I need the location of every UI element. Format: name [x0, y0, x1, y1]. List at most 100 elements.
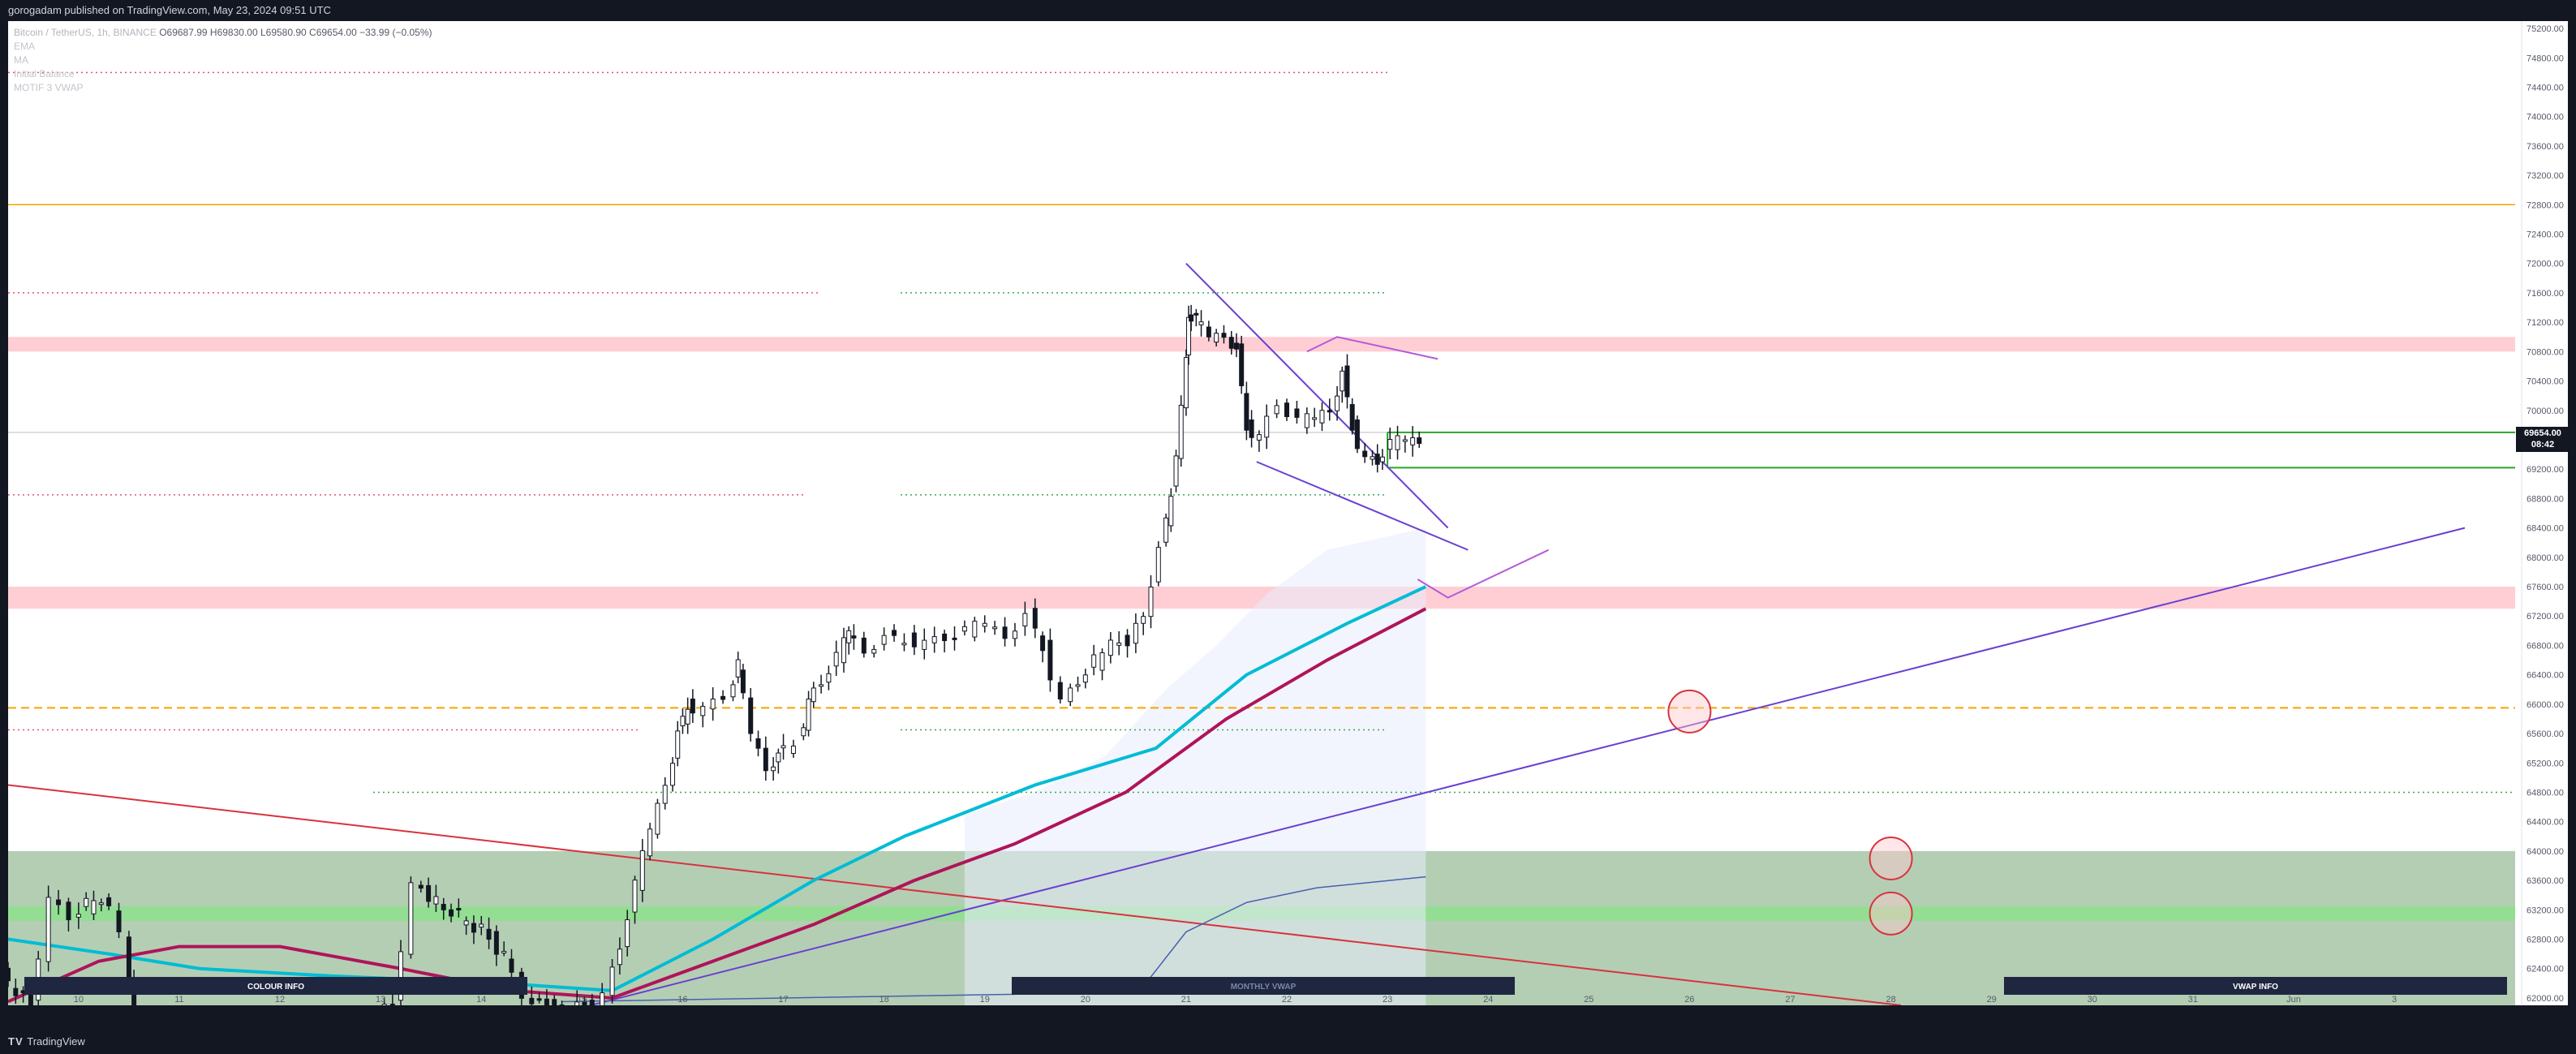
candle-body [126, 936, 131, 980]
candle-body [418, 884, 424, 889]
info-box-label-1: MONTHLY VWAP [1231, 983, 1297, 992]
price-tick-label: 65200.00 [2527, 759, 2564, 768]
candle-body [1410, 437, 1416, 445]
marker-circle-2 [1869, 891, 1913, 936]
candle-body [433, 896, 439, 905]
price-tick-label: 63200.00 [2527, 906, 2564, 915]
candle-body [1370, 456, 1375, 460]
time-tick-label: 27 [1785, 995, 1795, 1005]
candle-body [509, 958, 514, 973]
candle-body [790, 745, 796, 755]
candle-body [1264, 415, 1270, 438]
time-tick-label: 26 [1684, 995, 1694, 1005]
price-tick-label: 71600.00 [2527, 289, 2564, 299]
candle-body [1221, 333, 1227, 338]
bar-countdown: 08:42 [2531, 440, 2555, 450]
candle-body [66, 901, 71, 921]
info-box-0 [24, 977, 527, 995]
candle-body [961, 626, 967, 632]
time-tick-label: 12 [275, 995, 285, 1005]
candle-body [720, 695, 726, 700]
candle-body [806, 699, 811, 731]
candle-body [755, 738, 761, 749]
candle-body [1228, 337, 1234, 349]
candle-body [609, 966, 615, 996]
candle-body [675, 730, 681, 759]
candles [8, 304, 1422, 1005]
time-tick-label: 15 [577, 995, 587, 1005]
candle-body [1239, 343, 1245, 386]
time-tick-label: 21 [1181, 995, 1191, 1005]
chart-canvas[interactable]: COLOUR INFO MONTHLY VWAP VWAP INFO 75200.00… [8, 21, 2568, 1005]
time-tick-label: 20 [1081, 995, 1090, 1005]
candle-body [56, 899, 62, 906]
candle-body [1012, 630, 1017, 639]
candle-body [1178, 404, 1184, 459]
candle-body [1284, 402, 1290, 417]
time-tick-label: 31 [2188, 995, 2198, 1005]
candle-body [13, 987, 19, 996]
time-tick-label: 23 [1383, 995, 1392, 1005]
candle-body [1040, 635, 1046, 652]
marker-circle-0 [1667, 689, 1712, 733]
candle-body [1402, 439, 1408, 442]
candle-body [833, 652, 839, 667]
price-tick-label: 72400.00 [2527, 230, 2564, 240]
candle-body [700, 706, 706, 716]
candle-body [1047, 639, 1053, 681]
candle-body [91, 900, 97, 914]
candle-body [1274, 405, 1279, 415]
candle-body [479, 923, 484, 928]
legend-indicator-ema[interactable]: EMA [14, 41, 36, 52]
legend-indicator-vwap[interactable]: MOTIF 3 VWAP [14, 82, 84, 93]
candle-body [1294, 408, 1300, 418]
time-tick-label: 14 [476, 995, 486, 1005]
candle-body [456, 908, 462, 911]
candle-body [1148, 586, 1154, 617]
candle-body [544, 998, 549, 1005]
legend-symbol: Bitcoin / TetherUS, 1h, BINANCE [14, 27, 157, 38]
legend-ohlc: O69687.99 H69830.00 L69580.90 C69654.00 … [159, 27, 432, 38]
candle-body [574, 1001, 580, 1005]
price-tick-label: 74800.00 [2527, 54, 2564, 63]
price-tick-label: 64400.00 [2527, 818, 2564, 828]
candle-body [589, 1000, 595, 1005]
candle-body [408, 882, 414, 955]
price-tick-label: 67200.00 [2527, 612, 2564, 622]
candle-body [84, 897, 89, 907]
info-box-1 [1012, 977, 1515, 995]
candle-body [398, 951, 403, 1001]
time-tick-label: 19 [980, 995, 990, 1005]
candle-body [1354, 419, 1360, 450]
legend-indicator-ma[interactable]: MA [14, 54, 28, 66]
candle-body [1075, 684, 1081, 687]
price-tick-label: 62400.00 [2527, 965, 2564, 974]
candle-body [1057, 682, 1063, 700]
candle-body [8, 967, 11, 982]
candle-body [552, 999, 557, 1005]
candle-body [801, 727, 806, 737]
price-tick-label: 72000.00 [2527, 260, 2564, 269]
candle-body [639, 850, 645, 891]
candle-body [763, 747, 768, 772]
time-tick-label: 18 [879, 995, 889, 1005]
candle-body [1068, 687, 1073, 703]
candle-body [1349, 404, 1355, 431]
long-downtrend-line [8, 784, 1902, 1005]
price-tick-label: 66800.00 [2527, 641, 2564, 651]
price-tick-label: 71200.00 [2527, 318, 2564, 328]
candle-body [536, 998, 542, 1001]
ma-line [8, 607, 1427, 1004]
candle-body [1374, 454, 1380, 465]
candle-body [1189, 314, 1194, 322]
price-tick-label: 62800.00 [2527, 936, 2564, 945]
info-box-2 [2004, 977, 2507, 995]
price-tick-label: 70800.00 [2527, 347, 2564, 357]
tradingview-logo[interactable]: TV [8, 1035, 28, 1048]
candle-body [972, 621, 978, 638]
candle-body [680, 716, 686, 727]
price-tick-label: 70400.00 [2527, 377, 2564, 387]
candle-body [952, 637, 957, 640]
legend-indicator-initial-balance[interactable]: Initial Balance [14, 68, 75, 80]
candle-body [819, 684, 824, 687]
